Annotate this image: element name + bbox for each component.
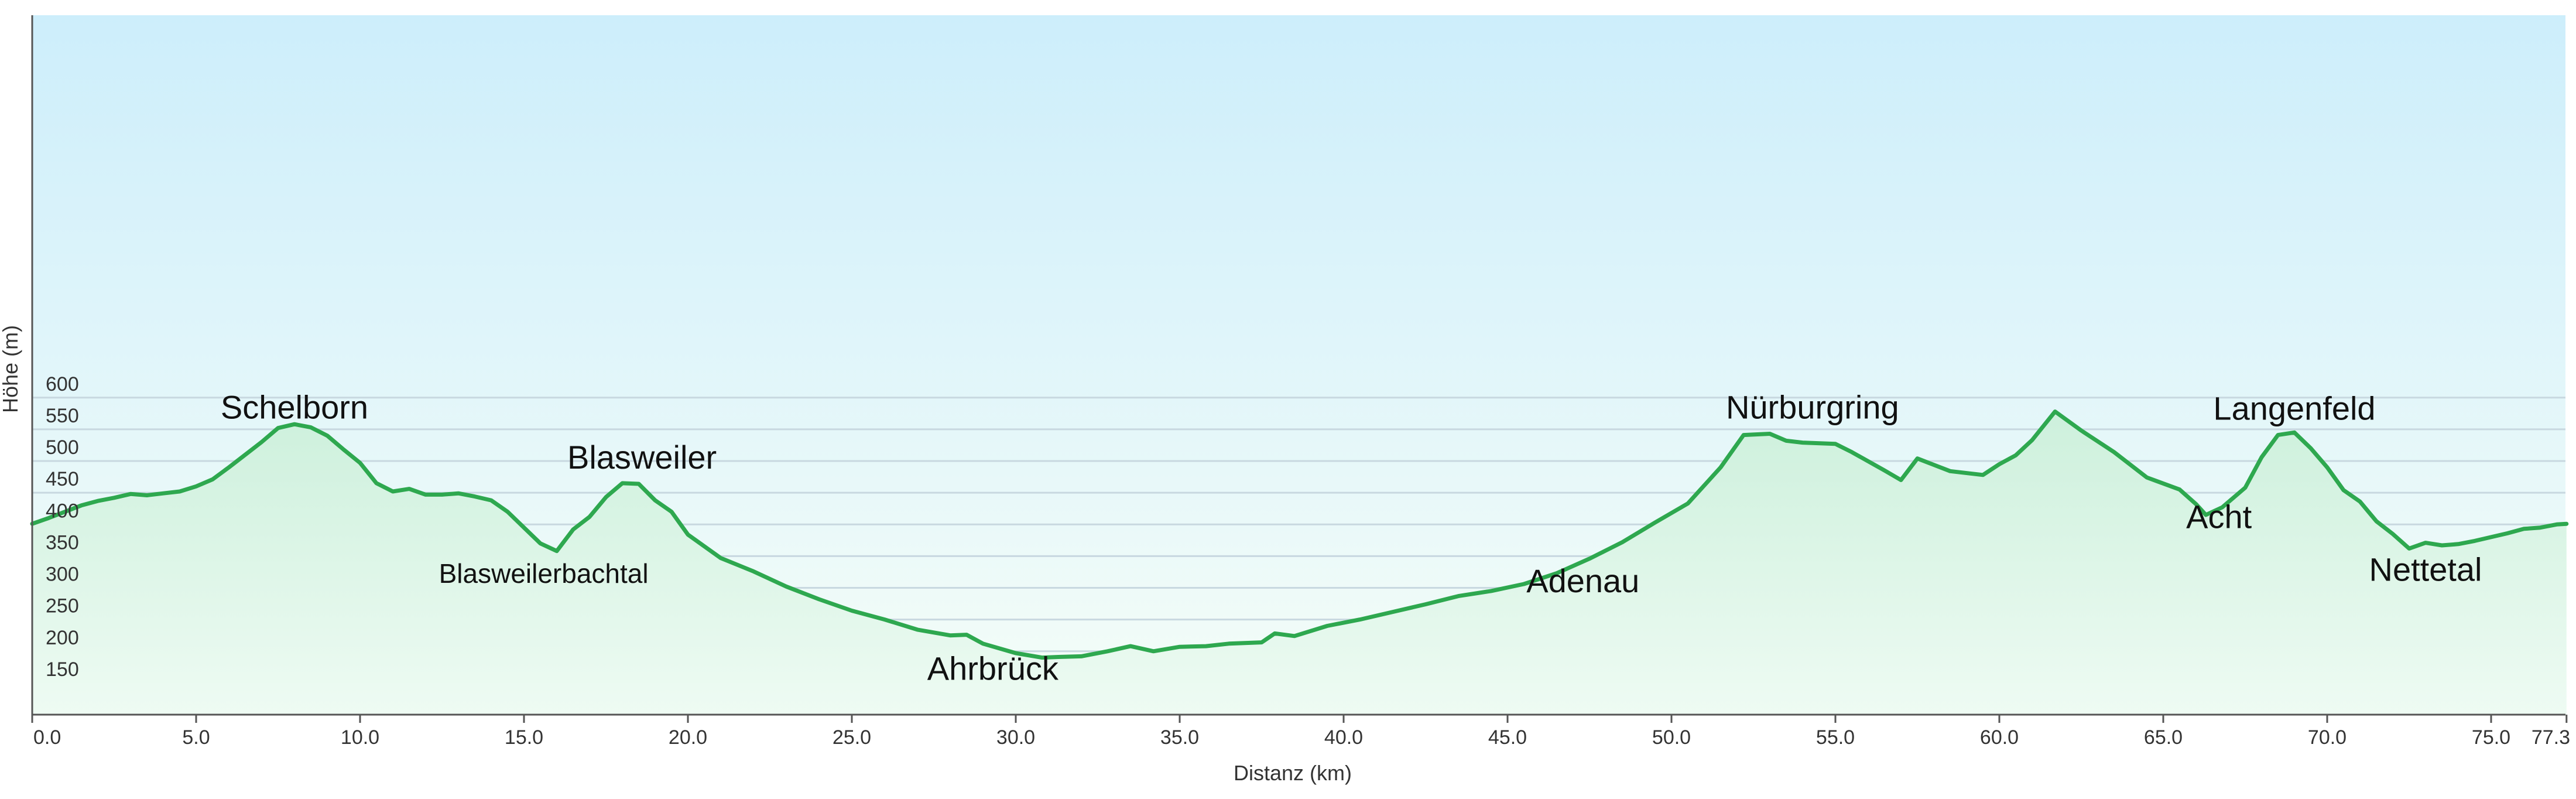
x-tick-label-2: 10.0 — [341, 726, 379, 749]
y-tick-label-400: 400 — [46, 500, 79, 522]
x-tick-label-7: 35.0 — [1160, 726, 1199, 749]
annotation-blasweiler: Blasweiler — [567, 439, 717, 476]
annotation-acht: Acht — [2186, 498, 2252, 535]
axes — [31, 15, 2565, 716]
x-tick-label-10: 50.0 — [1652, 726, 1691, 749]
x-tick-label-3: 15.0 — [505, 726, 543, 749]
x-tick-label-9: 45.0 — [1488, 726, 1527, 749]
x-tick-label-12: 60.0 — [1980, 726, 2019, 749]
y-tick-label-250: 250 — [46, 595, 79, 617]
x-tick-label-1: 5.0 — [182, 726, 210, 749]
x-tick-label-8: 40.0 — [1324, 726, 1363, 749]
x-tick-label-6: 30.0 — [996, 726, 1035, 749]
x-tick-label-14: 70.0 — [2308, 726, 2347, 749]
annotation-langenfeld: Langenfeld — [2213, 390, 2375, 427]
x-tick-label-11: 55.0 — [1816, 726, 1855, 749]
x-tick-label-0: 0.0 — [33, 726, 61, 749]
annotation-schelborn: Schelborn — [221, 388, 368, 425]
y-tick-label-350: 350 — [46, 531, 79, 554]
y-tick-label-200: 200 — [46, 627, 79, 649]
annotation-adenau: Adenau — [1526, 562, 1639, 599]
y-tick-label-550: 550 — [46, 405, 79, 427]
x-tick-label-15: 75.0 — [2472, 726, 2510, 749]
x-tick-label-13: 65.0 — [2144, 726, 2183, 749]
y-tick-label-600: 600 — [46, 373, 79, 395]
x-tick-label-5: 25.0 — [833, 726, 871, 749]
elevation-series-line — [30, 409, 2569, 660]
x-axis-ticks: 0.0 5.0 10.0 15.0 20.0 25.0 30.0 35.0 40.0 45.0 50… — [31, 715, 2570, 749]
x-tick-label-16: 77.3 — [2532, 726, 2570, 749]
annotation-ahrbr-ck: Ahrbrück — [927, 650, 1059, 687]
annotation-n-rburgring: Nürburgring — [1726, 388, 1899, 425]
annotation-nettetal: Nettetal — [2369, 551, 2482, 588]
annotation-blasweilerbachtal: Blasweilerbachtal — [439, 558, 649, 589]
y-axis-ticks: 150 200 250 300 350 400 450 500 550 600 — [46, 373, 79, 681]
y-tick-label-450: 450 — [46, 468, 79, 490]
y-tick-label-300: 300 — [46, 564, 79, 586]
x-tick-label-4: 20.0 — [669, 726, 707, 749]
place-annotations: Schelborn Blasweiler Blasweilerbachtal Ahrb… — [221, 388, 2482, 687]
x-axis-title: Distanz (km) — [1234, 761, 1352, 785]
y-tick-label-500: 500 — [46, 436, 79, 459]
y-axis-title: Höhe (m) — [0, 325, 22, 413]
elevation-area-fill — [32, 411, 2567, 715]
y-tick-label-150: 150 — [46, 658, 79, 681]
